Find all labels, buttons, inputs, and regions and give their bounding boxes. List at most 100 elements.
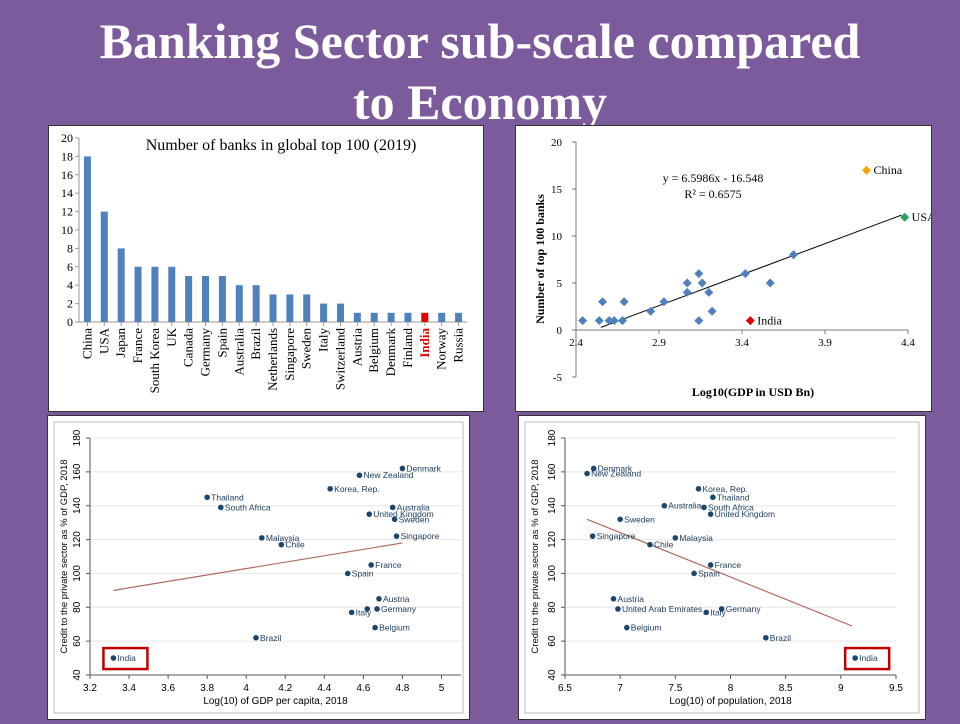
data-point: [389, 504, 396, 511]
plot-frame: [53, 421, 464, 714]
y-tick-label: 80: [72, 601, 83, 613]
point-label: United Kingdom: [715, 509, 775, 519]
x-tick-label: USA: [96, 327, 111, 354]
bar-denmark: [387, 312, 395, 322]
data-point: [694, 269, 704, 279]
point-label: Spain: [352, 568, 374, 578]
data-point: [594, 316, 604, 326]
slide-title-line-1: Banking Sector sub-scale compared: [99, 13, 861, 69]
point-label: Brazil: [260, 633, 281, 643]
x-tick-label: 4: [243, 683, 249, 694]
point-label: India: [859, 653, 878, 663]
data-point: [578, 316, 588, 326]
point-label: Korea, Rep.: [703, 484, 748, 494]
x-tick-label: Brazil: [248, 328, 263, 360]
y-tick-label: 12: [61, 205, 73, 219]
point-label: India: [117, 653, 136, 663]
bar-germany: [202, 276, 210, 322]
data-point: [604, 316, 614, 326]
y-tick-label: 0: [557, 325, 563, 337]
population-chart: 40 60 80 100 120 140 160 180 6.5 7 7.5 8 8.5 9 9.5 Denm…: [524, 421, 920, 714]
bar-belgium: [370, 312, 378, 322]
x-tick-label: Russia: [451, 328, 466, 363]
point-label: Chile: [285, 540, 305, 550]
x-axis-title: Log10(GDP in USD Bn): [692, 385, 814, 399]
gdp-scatter-panel: -5 0 5 10 15 20 2.4 2.9 3.4 3.9 4.4 China USA India y …: [515, 125, 936, 412]
data-point: [718, 606, 725, 612]
x-tick-label: 3.8: [200, 683, 214, 694]
x-tick-label: 8.5: [779, 683, 793, 694]
data-point-usa: [900, 212, 910, 222]
data-point: [707, 562, 714, 568]
point-label: Singapore: [401, 531, 440, 541]
point-label: Italy: [356, 607, 372, 617]
y-tick-label: 20: [551, 137, 563, 149]
data-point: [590, 465, 597, 472]
data-point: [710, 494, 716, 501]
india-highlight-box: [102, 646, 149, 671]
data-point: [344, 570, 351, 577]
bar-finland: [404, 312, 412, 322]
point-label: Austria: [383, 594, 410, 604]
data-point: [204, 494, 210, 501]
bar-india: [421, 312, 429, 322]
point-label: United Kingdom: [373, 509, 433, 519]
point-label: Thailand: [211, 492, 244, 502]
data-point: [218, 504, 224, 511]
y-tick-label: 100: [547, 565, 558, 582]
y-tick-label: 80: [547, 601, 558, 613]
x-tick-label: 9: [838, 683, 844, 694]
x-tick-label: 3.4: [735, 337, 749, 349]
gdp-scatter-chart: -5 0 5 10 15 20 2.4 2.9 3.4 3.9 4.4 China USA India y …: [533, 137, 936, 399]
data-point: [259, 535, 265, 541]
point-label: Germany: [381, 604, 417, 614]
point-label: Malaysia: [266, 533, 300, 543]
y-tick-label: 5: [557, 278, 563, 290]
x-tick-label: 4.4: [901, 337, 915, 349]
bar-sweden: [303, 294, 311, 322]
y-tick-label: 60: [547, 635, 558, 647]
data-point: [399, 465, 406, 472]
x-tick-label: Italy: [316, 328, 331, 352]
point-label-india: India: [757, 314, 782, 328]
x-tick-label: 5: [439, 683, 445, 694]
x-tick-label: 2.4: [569, 337, 583, 349]
x-tick-label: 4.4: [317, 683, 331, 694]
x-tick-label: Australia: [231, 328, 246, 376]
y-tick-label: 40: [72, 669, 83, 681]
data-point: [697, 278, 707, 288]
x-tick-label: Norway: [434, 328, 449, 370]
data-point: [701, 504, 707, 511]
point-label: Thailand: [717, 492, 750, 502]
bar-chart-title: Number of banks in global top 100 (2019): [146, 137, 417, 154]
data-point: [589, 533, 596, 539]
bar-russia: [455, 312, 463, 322]
x-tick-label: Austria: [349, 328, 364, 367]
bar-australia: [235, 285, 243, 322]
x-tick-label: 7: [617, 683, 623, 694]
point-label: New Zealand: [363, 470, 413, 480]
data-point: [617, 516, 623, 523]
y-tick-label: 180: [72, 429, 83, 446]
y-tick-label: 120: [547, 531, 558, 548]
data-point: [682, 287, 692, 297]
data-point-india: [745, 316, 755, 326]
x-tick-label: Switzerland: [332, 328, 347, 391]
y-tick-label: 8: [67, 241, 73, 255]
point-label: Austria: [618, 594, 645, 604]
x-tick-label: Japan: [113, 328, 128, 358]
point-label: France: [715, 560, 742, 570]
point-label: Germany: [726, 604, 762, 614]
data-point: [661, 502, 668, 509]
bar-norway: [438, 312, 446, 322]
data-point: [852, 655, 858, 661]
point-label: Singapore: [597, 531, 636, 541]
point-label-china: China: [874, 163, 903, 177]
data-point: [659, 297, 669, 307]
x-tick-label: 4.8: [395, 683, 409, 694]
x-tick-label: 4.2: [278, 683, 292, 694]
data-point: [623, 624, 630, 631]
x-tick-label: India: [417, 328, 432, 358]
data-point: [672, 535, 679, 541]
bar-france: [134, 266, 142, 322]
